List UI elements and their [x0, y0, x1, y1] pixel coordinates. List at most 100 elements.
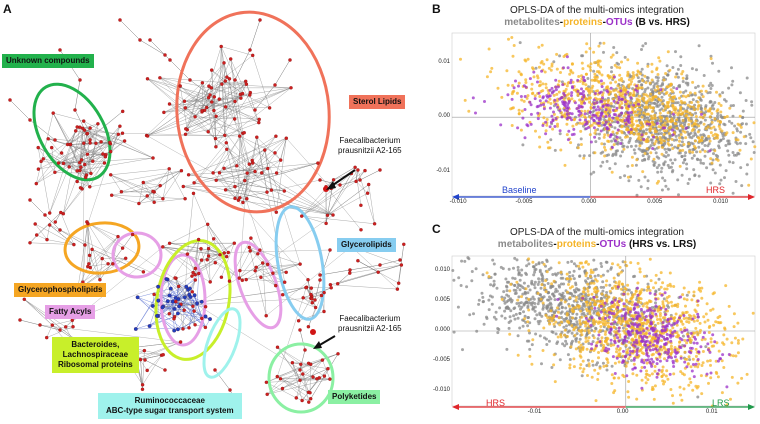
point-proteins — [609, 102, 613, 105]
network-edge — [228, 249, 331, 253]
point-proteins — [712, 323, 716, 327]
network-edge — [239, 250, 251, 271]
point-proteins — [711, 307, 715, 311]
point-metabolites — [637, 147, 641, 151]
point-proteins — [509, 282, 513, 286]
point-otus — [614, 139, 618, 143]
point-proteins — [552, 93, 556, 97]
point-proteins — [567, 283, 570, 286]
network-node — [102, 161, 107, 165]
point-proteins — [609, 344, 613, 348]
network-node — [88, 185, 92, 189]
network-edge — [169, 59, 191, 81]
network-node — [353, 165, 357, 169]
network-node — [223, 105, 228, 109]
point-proteins — [745, 372, 749, 376]
point-metabolites — [698, 158, 702, 162]
network-node — [222, 251, 226, 255]
network-node — [208, 93, 212, 97]
point-otus — [663, 126, 667, 130]
point-metabolites — [600, 123, 604, 127]
network-edge — [76, 143, 84, 171]
point-proteins — [650, 117, 654, 121]
point-metabolites — [721, 91, 725, 95]
point-proteins — [721, 341, 725, 345]
network-edge — [79, 133, 88, 171]
point-metabolites — [635, 193, 639, 197]
point-metabolites — [547, 339, 551, 343]
network-node — [322, 309, 326, 314]
point-metabolites — [610, 70, 613, 74]
point-metabolites — [646, 157, 650, 161]
point-metabolites — [678, 129, 682, 133]
point-proteins — [541, 349, 545, 352]
network-node — [106, 262, 110, 266]
point-proteins — [681, 119, 685, 122]
point-metabolites — [545, 343, 549, 346]
network-node — [161, 245, 165, 249]
network-node — [96, 122, 100, 126]
network-edge — [368, 184, 375, 224]
point-otus — [659, 88, 663, 92]
point-metabolites — [681, 80, 685, 83]
point-otus — [629, 96, 633, 100]
point-metabolites — [683, 154, 687, 158]
point-proteins — [645, 147, 649, 151]
network-node — [77, 160, 82, 165]
network-node — [85, 152, 90, 156]
point-proteins — [597, 79, 601, 83]
point-proteins — [641, 345, 645, 349]
network-edge — [239, 173, 248, 279]
point-metabolites — [662, 163, 666, 167]
point-proteins — [590, 89, 594, 93]
point-metabolites — [463, 259, 467, 263]
point-proteins — [636, 355, 640, 359]
point-proteins — [701, 84, 705, 88]
point-proteins — [655, 181, 659, 185]
point-proteins — [489, 70, 493, 74]
point-proteins — [603, 145, 606, 149]
point-metabolites — [704, 104, 708, 108]
network-edge — [63, 167, 82, 214]
point-metabolites — [566, 260, 570, 264]
point-metabolites — [718, 182, 722, 186]
point-proteins — [662, 133, 666, 136]
network-node — [281, 293, 285, 297]
network-edge — [254, 84, 276, 111]
network-node — [191, 191, 196, 196]
point-metabolites — [568, 315, 572, 319]
point-proteins — [660, 138, 664, 142]
point-proteins — [579, 129, 583, 133]
point-metabolites — [470, 279, 474, 283]
scatter-b — [451, 32, 757, 200]
point-metabolites — [549, 303, 553, 306]
network-node — [273, 151, 277, 155]
network-edge — [163, 298, 311, 307]
point-metabolites — [585, 364, 589, 367]
network-node — [208, 280, 212, 284]
point-metabolites — [534, 263, 538, 267]
point-proteins — [526, 320, 530, 324]
point-metabolites — [519, 273, 523, 277]
network-node — [206, 129, 210, 134]
point-metabolites — [695, 150, 699, 154]
network-edge — [70, 130, 76, 145]
network-node — [372, 222, 377, 226]
point-otus — [624, 122, 628, 126]
point-metabolites — [605, 291, 609, 294]
point-otus — [562, 66, 565, 70]
network-edge — [192, 239, 199, 273]
outline-fatty-acyls-3 — [159, 253, 207, 347]
point-metabolites — [533, 286, 537, 290]
point-proteins — [696, 365, 700, 369]
point-proteins — [573, 333, 577, 337]
network-node — [271, 271, 275, 275]
point-otus — [595, 116, 599, 120]
point-proteins — [717, 102, 721, 105]
point-proteins — [667, 143, 671, 147]
point-proteins — [658, 355, 662, 359]
point-proteins — [619, 287, 623, 291]
point-proteins — [600, 349, 604, 353]
point-otus — [564, 101, 568, 105]
point-otus — [582, 95, 586, 99]
